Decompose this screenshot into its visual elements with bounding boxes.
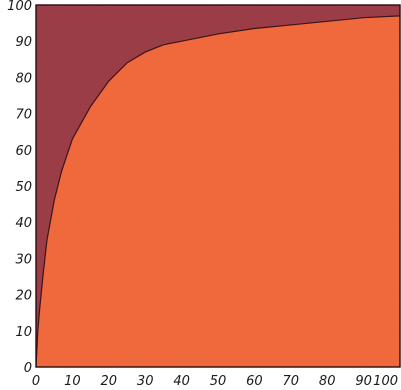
y-tick-label: 40 — [15, 216, 32, 231]
y-tick-label: 100 — [7, 0, 32, 14]
series-curve — [35, 15, 401, 368]
y-tick-label: 90 — [15, 35, 32, 50]
x-axis: 0 10 20 30 40 50 60 70 80 90 100 — [32, 374, 398, 389]
x-tick-label: 50 — [210, 374, 227, 389]
x-tick-label: 70 — [283, 374, 300, 389]
x-tick-label: 40 — [173, 374, 190, 389]
y-tick-label: 20 — [15, 289, 32, 304]
lower-region — [36, 15, 400, 368]
y-tick-label: 50 — [15, 180, 32, 195]
y-tick-label: 10 — [15, 325, 32, 340]
y-tick-label: 0 — [24, 361, 32, 376]
plot-frame — [35, 4, 401, 368]
y-tick-label: 70 — [15, 108, 32, 123]
x-tick-label: 90 — [355, 374, 372, 389]
x-tick-label: 100 — [373, 374, 398, 389]
x-tick-label: 10 — [64, 374, 81, 389]
x-tick-label: 80 — [319, 374, 336, 389]
y-axis: 0 10 20 30 40 50 60 70 80 90 100 — [7, 0, 32, 376]
y-tick-label: 30 — [15, 252, 32, 267]
y-tick-label: 60 — [15, 144, 32, 159]
x-tick-label: 60 — [246, 374, 263, 389]
x-tick-label: 30 — [137, 374, 154, 389]
plot-area — [35, 4, 401, 368]
x-tick-label: 20 — [101, 374, 118, 389]
x-tick-label: 0 — [32, 374, 40, 389]
y-tick-label: 80 — [15, 71, 32, 86]
